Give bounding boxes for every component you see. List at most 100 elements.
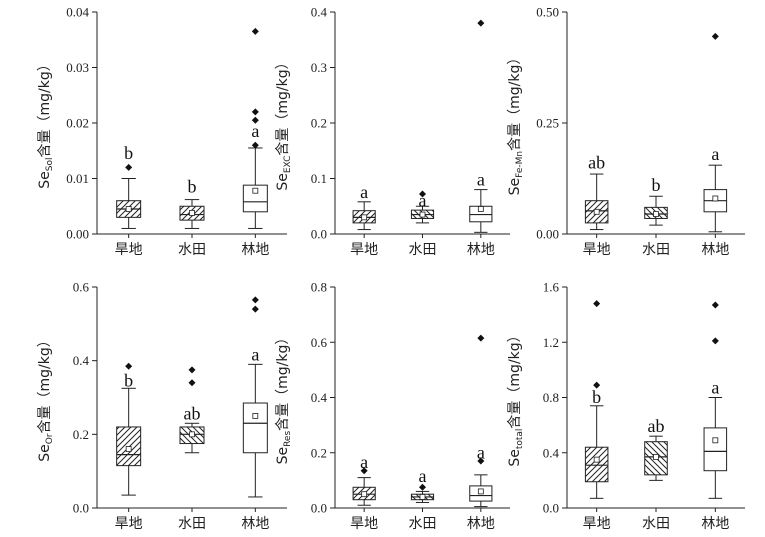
- outlier-point: [251, 305, 259, 313]
- y-tick-label: 0.2: [73, 427, 89, 442]
- chart-panel-2: 0.0 0.1 0.2 0.3 0.4 SeEXC含量（mg/kg） 旱地 a 水田 a 林地 a: [275, 5, 510, 258]
- y-tick-label: 0.4: [311, 5, 328, 20]
- y-axis-label-symbol: Se: [507, 178, 523, 196]
- x-category-label: 林地: [467, 516, 495, 532]
- y-axis-label-subscript: Sol: [45, 158, 55, 172]
- y-tick-label: 0.8: [543, 390, 559, 405]
- significance-letter: a: [419, 466, 427, 486]
- x-category-label: 林地: [241, 242, 269, 258]
- significance-letter: b: [652, 175, 661, 195]
- mean-marker: [189, 431, 195, 438]
- y-tick-label: 0.01: [66, 171, 89, 186]
- y-axis-label-subscript: Res: [283, 431, 293, 447]
- x-category-label: 林地: [701, 242, 729, 258]
- significance-letter: a: [360, 452, 368, 472]
- y-axis-label: SeRes含量（mg/kg）: [275, 331, 293, 465]
- significance-letter: ab: [184, 404, 201, 424]
- outlier-point: [593, 381, 601, 389]
- significance-letter: a: [711, 144, 719, 164]
- significance-letter: ab: [588, 153, 605, 173]
- significance-letter: b: [124, 370, 133, 390]
- iqr-box: [703, 427, 728, 472]
- mean-marker: [419, 494, 426, 500]
- outlier-point: [251, 296, 259, 304]
- chart-panel-4: 0.0 0.2 0.4 0.6 SeOr含量（mg/kg） 旱地 b 水田 ab 林地 a: [37, 280, 287, 532]
- y-axis-label-symbol: Se: [37, 171, 53, 189]
- y-axis-label-subscript: total: [515, 429, 525, 450]
- mean-marker: [252, 187, 259, 194]
- x-category-label: 旱地: [115, 516, 143, 532]
- mean-marker: [252, 413, 259, 419]
- mean-marker: [125, 206, 132, 212]
- outlier-point: [477, 19, 485, 27]
- mean-marker: [593, 208, 600, 215]
- y-axis-label-unit: 含量（mg/kg）: [37, 57, 53, 157]
- x-category-label: 水田: [409, 242, 437, 258]
- significance-letter: a: [251, 345, 259, 365]
- mean-marker: [477, 488, 484, 495]
- y-axis-label: SeSol含量（mg/kg）: [37, 57, 55, 188]
- mean-marker: [419, 211, 426, 218]
- significance-letter: a: [711, 377, 719, 397]
- y-axis-label-subscript: Fe-Mn: [515, 151, 525, 178]
- outlier-point: [419, 483, 426, 491]
- mean-marker: [189, 210, 195, 216]
- outlier-point: [477, 457, 485, 465]
- chart-panel-6: 0.0 0.4 0.8 1.2 1.6 Setotal含量（mg/kg） 旱地 b 水田 ab 林地…: [507, 280, 745, 532]
- iqr-box: [242, 402, 268, 454]
- y-tick-label: 1.6: [543, 280, 560, 295]
- outlier-point: [251, 27, 259, 35]
- x-category-label: 林地: [701, 516, 729, 532]
- x-category-label: 水田: [642, 242, 670, 258]
- y-tick-label: 0.2: [311, 116, 327, 131]
- mean-marker: [653, 211, 659, 217]
- x-category-label: 水田: [642, 516, 670, 532]
- y-tick-label: 0.4: [311, 390, 328, 405]
- x-category-label: 林地: [241, 516, 269, 532]
- y-tick-label: 0.0: [311, 227, 327, 242]
- significance-letter: a: [477, 442, 485, 462]
- y-axis-label: Setotal含量（mg/kg）: [507, 328, 525, 466]
- y-tick-label: 0.6: [311, 335, 328, 350]
- x-category-label: 旱地: [583, 516, 611, 532]
- y-axis-label-unit: 含量（mg/kg）: [275, 331, 291, 431]
- chart-panel-1: 0.00 0.01 0.02 0.03 0.04 SeSol含量（mg/kg） 旱地 b 水田 b…: [37, 5, 287, 258]
- significance-letter: a: [477, 170, 485, 190]
- outlier-point: [125, 362, 133, 370]
- mean-marker: [712, 437, 719, 444]
- x-category-label: 旱地: [350, 516, 378, 532]
- mean-marker: [712, 195, 719, 202]
- x-category-label: 旱地: [115, 242, 143, 258]
- outlier-point: [419, 190, 426, 198]
- y-axis-label-symbol: Se: [37, 444, 53, 462]
- y-tick-label: 0.3: [311, 60, 327, 75]
- mean-marker: [477, 206, 484, 212]
- outlier-point: [711, 337, 719, 345]
- y-tick-label: 0.1: [311, 171, 327, 186]
- y-tick-label: 0.25: [536, 116, 559, 131]
- y-tick-label: 0.00: [536, 227, 559, 242]
- y-axis-label-symbol: Se: [275, 173, 291, 191]
- outlier-point: [593, 300, 601, 308]
- significance-letter: a: [360, 182, 368, 202]
- mean-marker: [593, 456, 600, 463]
- outlier-point: [251, 116, 259, 124]
- x-category-label: 水田: [178, 516, 206, 532]
- outlier-point: [125, 163, 133, 171]
- y-tick-label: 0.04: [66, 5, 89, 20]
- y-axis-label-unit: 含量（mg/kg）: [507, 51, 523, 151]
- outlier-point: [711, 301, 719, 309]
- y-tick-label: 0.4: [73, 353, 90, 368]
- y-tick-label: 0.03: [66, 60, 89, 75]
- y-axis-label-subscript: Or: [45, 433, 55, 444]
- x-category-label: 旱地: [350, 242, 378, 258]
- y-axis-label: SeOr含量（mg/kg）: [37, 333, 55, 462]
- significance-letter: b: [124, 143, 133, 163]
- x-category-label: 水田: [409, 516, 437, 532]
- y-tick-label: 0.0: [543, 501, 559, 516]
- significance-letter: b: [188, 176, 197, 196]
- significance-letter: a: [251, 121, 259, 141]
- y-axis-label-unit: 含量（mg/kg）: [37, 333, 53, 433]
- y-tick-label: 0.02: [66, 116, 89, 131]
